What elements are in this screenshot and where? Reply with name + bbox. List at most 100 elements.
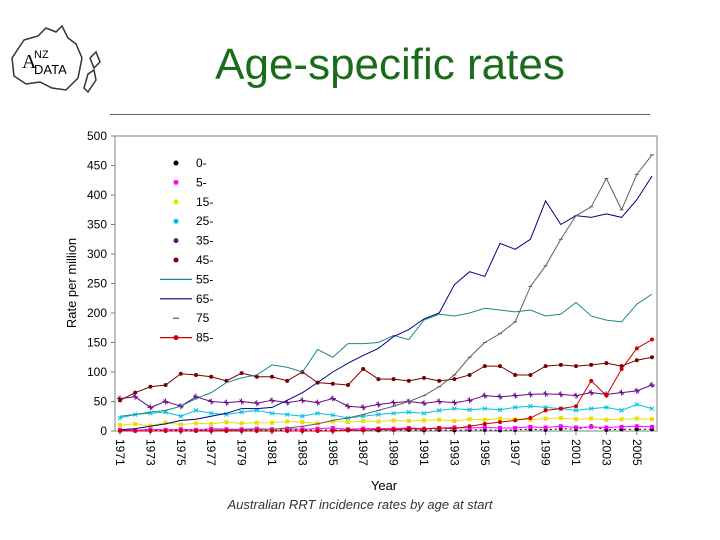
data-point (361, 418, 366, 423)
data-point (163, 382, 168, 387)
y-tick-label: 400 (87, 188, 107, 202)
data-point (254, 374, 259, 379)
data-point (604, 393, 609, 398)
data-point (163, 420, 168, 425)
data-point (391, 418, 396, 423)
y-tick-label: 100 (87, 365, 107, 379)
legend-marker (173, 257, 179, 263)
legend-label: 0- (196, 156, 207, 170)
data-point (619, 417, 624, 422)
data-point (498, 416, 502, 421)
data-point (528, 403, 533, 409)
data-point (634, 346, 639, 351)
data-point (299, 397, 306, 404)
data-point (588, 389, 595, 396)
data-point (421, 400, 427, 407)
legend-label: 45- (196, 253, 213, 267)
data-point (650, 417, 654, 422)
data-point (254, 420, 259, 425)
series-line (119, 403, 653, 419)
data-point (452, 377, 457, 382)
data-point (634, 424, 639, 429)
data-point (391, 410, 396, 416)
data-point (133, 421, 138, 426)
data-point (360, 404, 367, 411)
data-point (270, 374, 274, 379)
legend-marker (173, 335, 179, 341)
data-point (633, 387, 640, 394)
data-point (557, 391, 564, 398)
data-point (498, 364, 502, 369)
data-point (178, 429, 183, 433)
x-tick-label: 1991 (417, 439, 431, 466)
x-tick-label: 1995 (478, 439, 492, 466)
data-point (573, 407, 579, 413)
data-point (376, 377, 381, 382)
x-tick-label: 1997 (508, 439, 522, 466)
data-point (558, 406, 563, 411)
series-line (119, 417, 653, 427)
data-point (527, 391, 534, 398)
data-point (498, 420, 502, 425)
data-point (239, 429, 244, 433)
x-tick-label: 1987 (356, 439, 370, 466)
data-point (147, 404, 154, 411)
australia-outline (11, 24, 83, 91)
y-tick-label: 250 (87, 277, 107, 291)
data-point (270, 429, 274, 433)
x-tick-label: 1993 (447, 439, 461, 466)
y-tick-label: 150 (87, 336, 107, 350)
data-point (574, 364, 578, 369)
data-point (466, 397, 473, 404)
data-point (314, 399, 321, 406)
data-point (376, 412, 381, 417)
data-point (543, 425, 548, 430)
data-point (254, 429, 259, 433)
data-point (391, 427, 396, 432)
x-tick-label: 1977 (204, 439, 218, 466)
x-tick-label: 1983 (295, 439, 309, 466)
data-point (436, 407, 442, 413)
data-point (346, 420, 350, 425)
data-point (574, 404, 578, 409)
legend-marker (173, 160, 179, 166)
x-axis-label: Year (371, 478, 398, 493)
data-point (346, 382, 350, 387)
logo-data: DATA (34, 62, 67, 77)
data-point (208, 398, 215, 405)
legend-label: 85- (196, 331, 213, 345)
data-point (528, 424, 533, 429)
y-tick-label: 450 (87, 159, 107, 173)
data-point (422, 427, 426, 432)
data-point (619, 424, 624, 429)
data-point (482, 406, 488, 411)
data-point (543, 416, 548, 421)
data-point (634, 416, 639, 421)
data-point (589, 378, 594, 383)
data-point (589, 362, 594, 367)
data-point (194, 372, 198, 377)
y-axis-label: Rate per million (64, 238, 79, 328)
data-point (238, 398, 245, 405)
data-point (330, 419, 335, 424)
legend-label: 25- (196, 214, 213, 228)
data-point (315, 410, 320, 416)
data-point (512, 405, 518, 410)
x-tick-label: 1975 (174, 439, 188, 466)
data-point (330, 412, 336, 418)
logo-a: A (22, 51, 37, 73)
legend-marker (173, 179, 179, 185)
data-point (604, 425, 609, 430)
data-point (285, 378, 290, 383)
data-point (315, 429, 320, 433)
series-line (120, 339, 653, 432)
x-tick-label: 1973 (143, 439, 157, 466)
data-point (118, 429, 122, 433)
data-point (542, 390, 549, 397)
data-point (482, 421, 487, 426)
data-point (482, 417, 487, 422)
x-tick-label: 1979 (235, 439, 249, 466)
data-point (193, 407, 199, 413)
data-point (315, 421, 320, 426)
x-tick-label: 2003 (599, 439, 613, 466)
